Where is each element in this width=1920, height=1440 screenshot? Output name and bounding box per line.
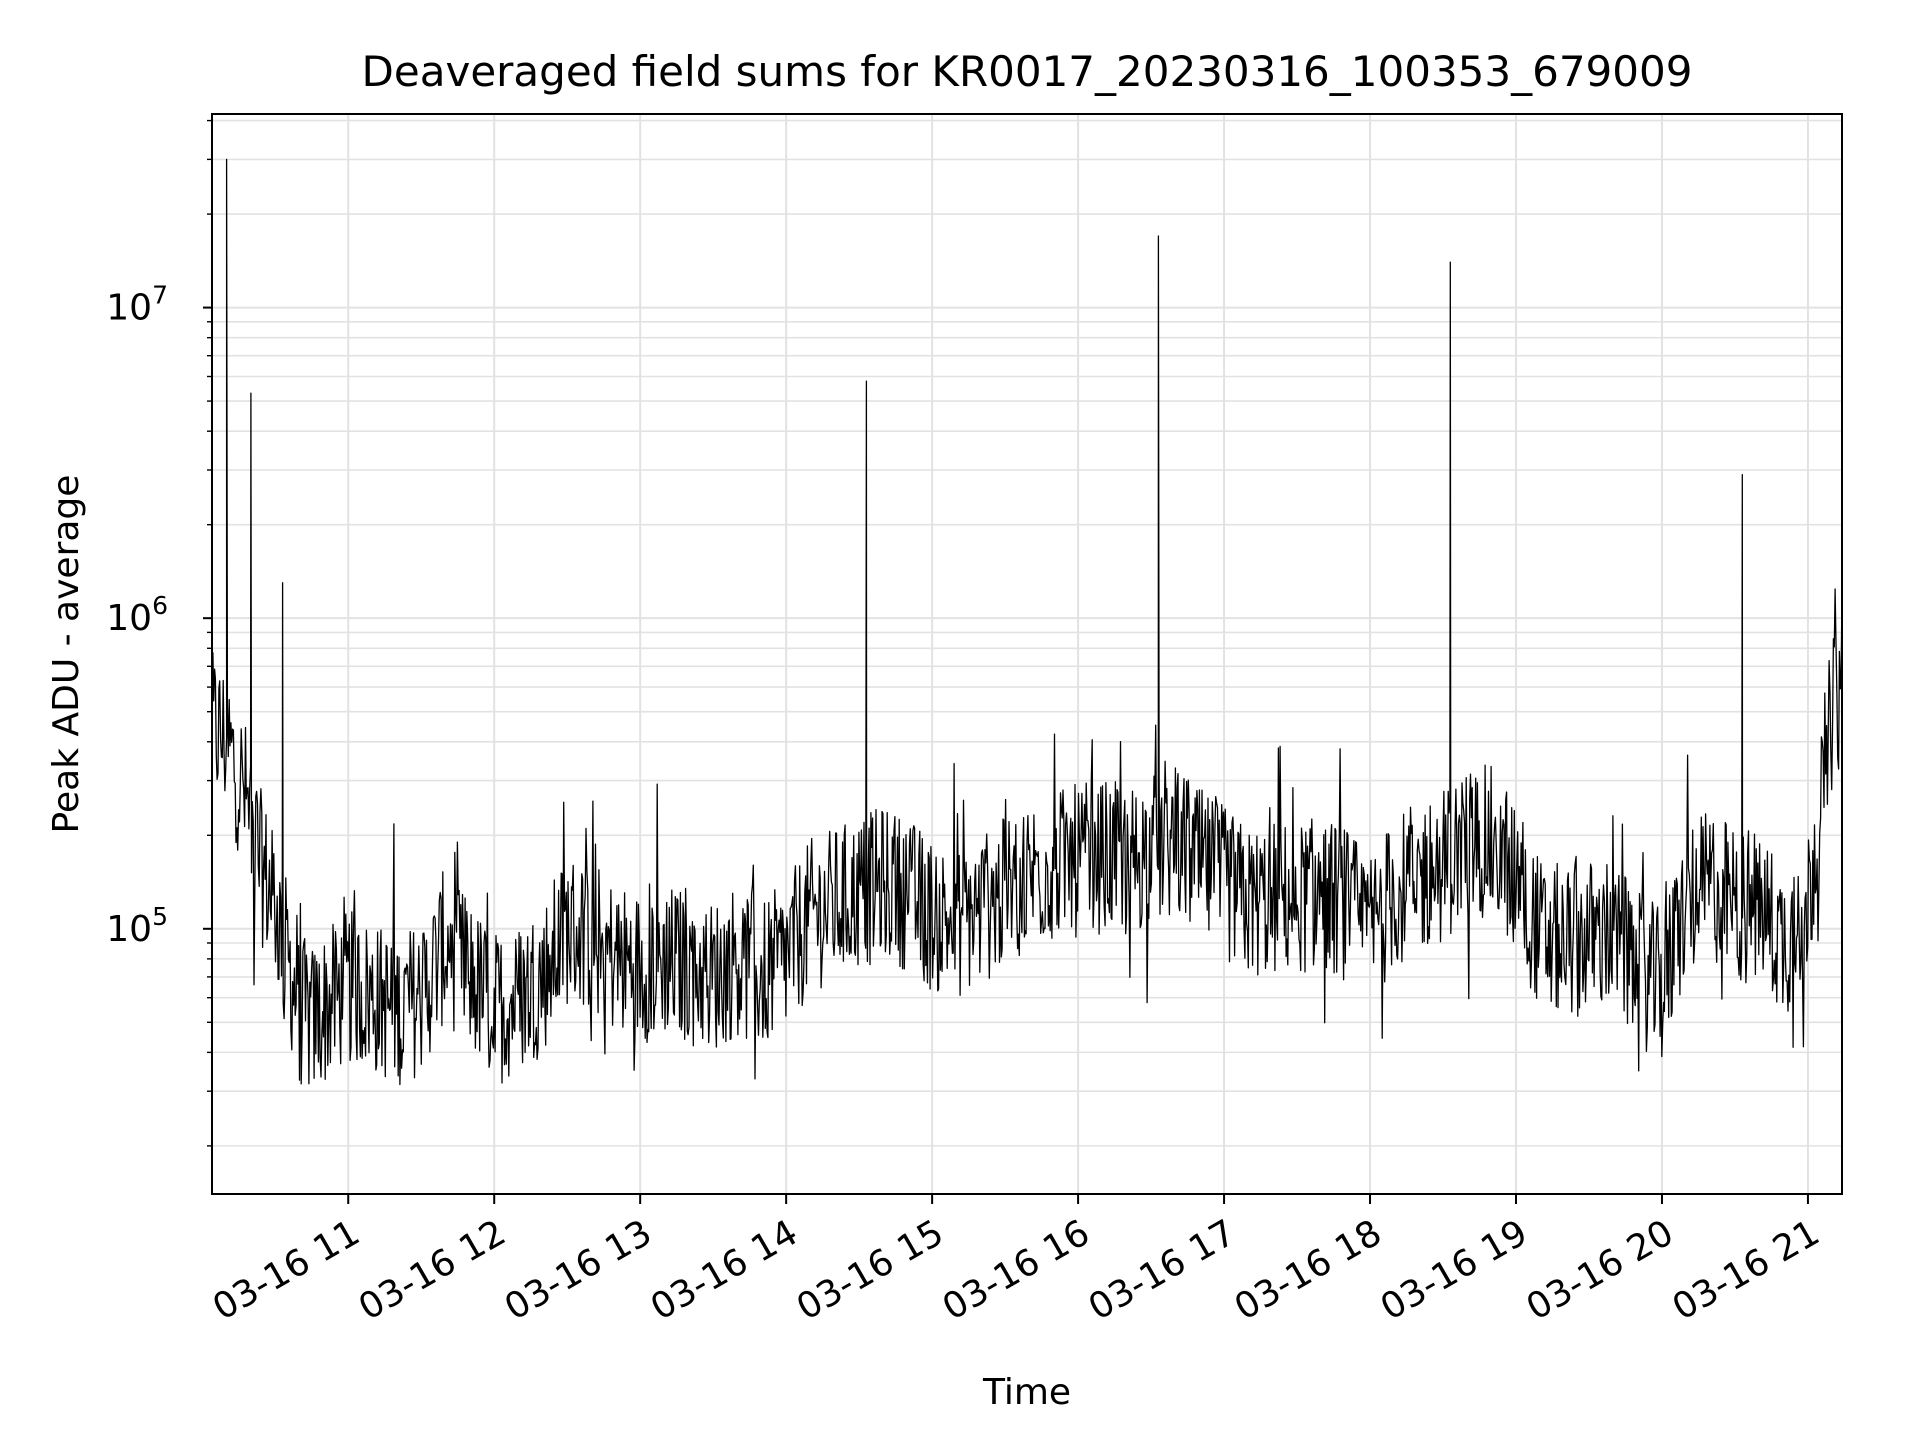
- plot-area-frame: [211, 113, 1843, 1195]
- data-series: [211, 158, 1843, 1086]
- chart-title: Deaveraged field sums for KR0017_2023031…: [362, 47, 1693, 96]
- y-axis-label: Peak ADU - average: [46, 475, 87, 834]
- y-tick-label: 107: [106, 281, 168, 329]
- series-line: [211, 158, 1843, 1086]
- y-axis-ticks: 105 106 107: [106, 119, 212, 1147]
- x-axis-label: Time: [982, 1372, 1071, 1413]
- y-tick-label: 105: [106, 902, 168, 950]
- y-tick-label: 106: [106, 591, 168, 639]
